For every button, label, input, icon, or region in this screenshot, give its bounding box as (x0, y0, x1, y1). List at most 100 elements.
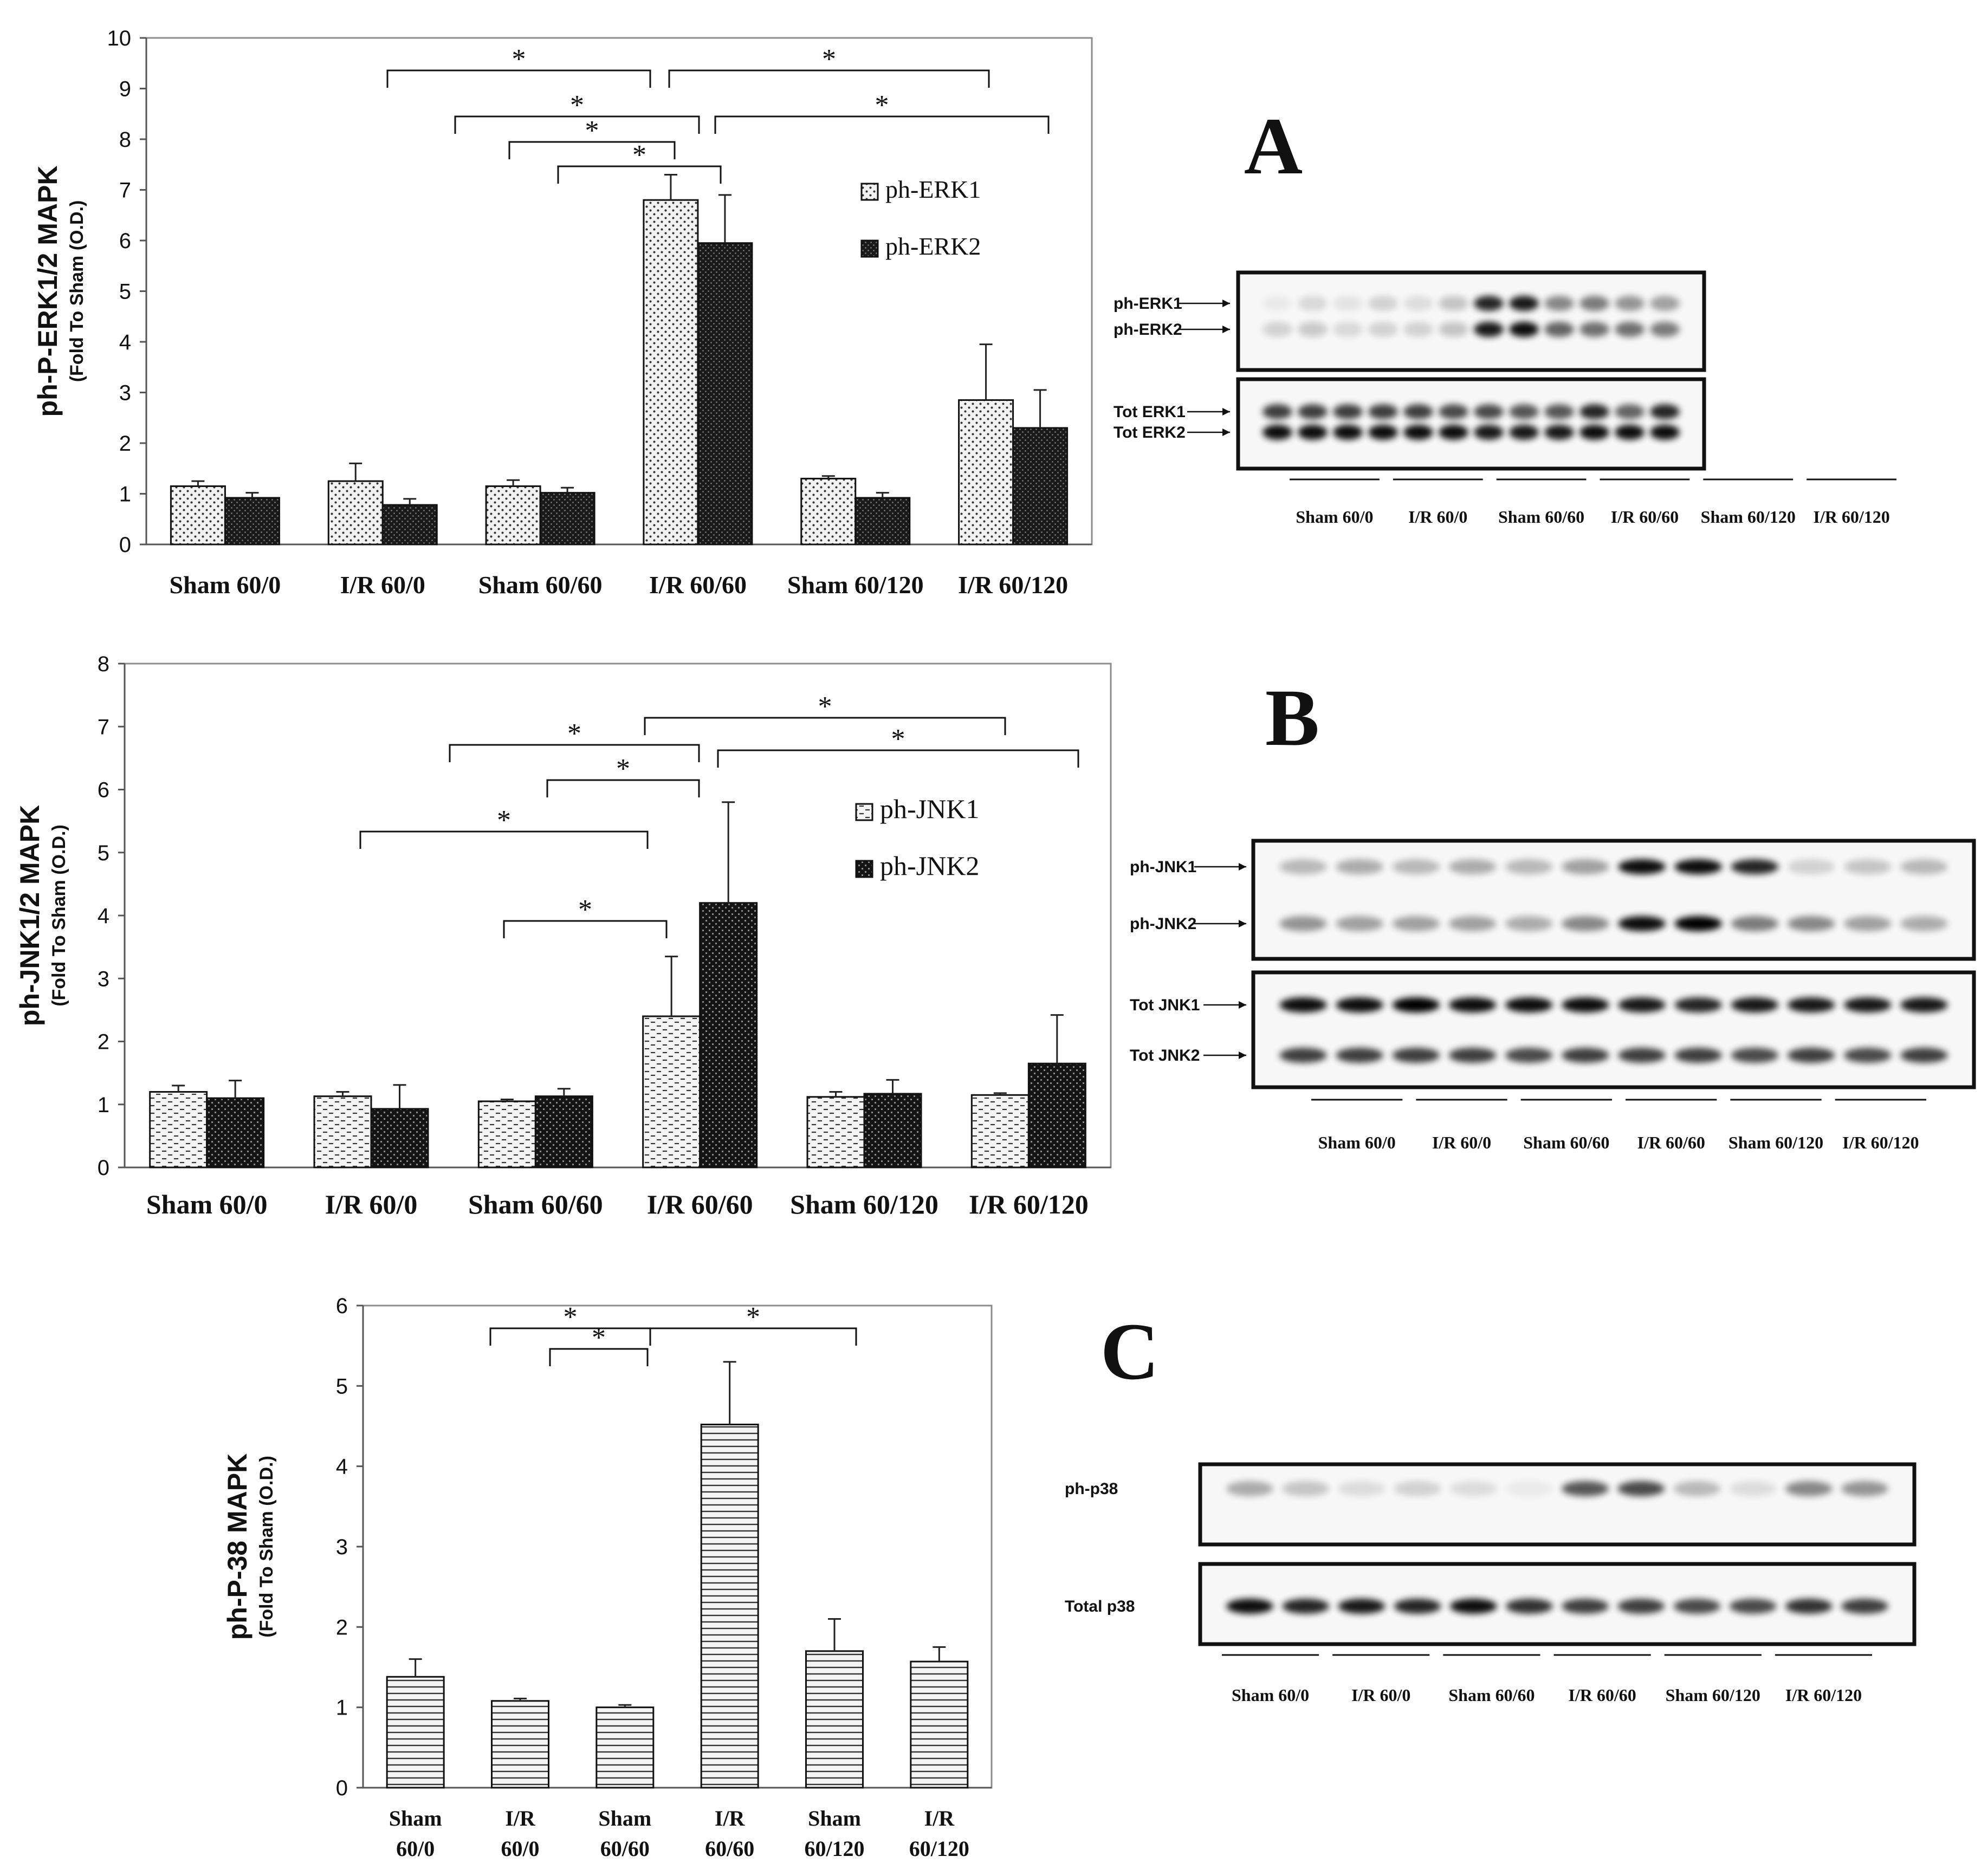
significance-bracket (649, 1327, 857, 1346)
blot-band-tot-erk1 (1544, 404, 1574, 419)
bar-ph-p-38-sham-60-60 (595, 1706, 655, 1789)
blot-band-ph-jnk1 (1562, 859, 1609, 874)
blot-band-tot-erk2 (1615, 425, 1645, 440)
blot-band-ph-p38 (1673, 1481, 1721, 1496)
blot-membrane (1236, 377, 1706, 471)
blot-band-total-p38 (1841, 1599, 1888, 1614)
y-tick-label: 4 (98, 904, 109, 928)
significance-star: * (632, 140, 646, 171)
blot-band-tot-erk1 (1615, 404, 1645, 419)
lane-label-sham-60-60: Sham 60/60 (1523, 1133, 1609, 1152)
lane-label-sham-60-0: Sham 60/0 (1232, 1685, 1309, 1705)
bar-ph-erk1-i-r-60-0 (327, 480, 384, 546)
y-tick-label: 6 (98, 778, 109, 802)
chart-b: 0 1 2 3 4 5 6 7 8 ph-JNK1/2 MAPK (Fold To Sham (O.… (15, 652, 1112, 1219)
x-tick-label: I/R 60/120 (969, 1189, 1089, 1219)
blot-membrane (1251, 839, 1976, 961)
y-axis-label-sub: (Fold To Sham (O.D.) (67, 200, 87, 382)
lane-label-sham-60-120: Sham 60/120 (1728, 1133, 1823, 1152)
x-tick-label-line1: Sham (808, 1806, 861, 1830)
blot-band-ph-erk1 (1615, 296, 1645, 311)
lane-label-i-r-60-120: I/R 60/120 (1785, 1685, 1862, 1705)
chart-a: 0 1 2 3 4 5 6 7 8 9 10 ph-P-ERK1/2 MAPK (Fold To Sha… (33, 27, 1093, 599)
blot-band-ph-jnk2 (1336, 916, 1383, 931)
x-tick-label-line1: Sham (598, 1806, 651, 1830)
blot-c: ph-p38 Total p38 Sham 60/0 I/R 60/0 Sham 60/… (1065, 1462, 1917, 1705)
y-axis-label-sub: (Fold To Sham (O.D.) (256, 1456, 277, 1638)
blot-band-tot-erk1 (1368, 404, 1398, 419)
blot-band-ph-jnk1 (1618, 859, 1666, 874)
y-axis-label: ph-JNK1/2 MAPK (Fold To Sham (O.D.) (15, 805, 69, 1026)
blot-label-arrowhead (1222, 408, 1230, 416)
bar-ph-jnk1-sham-60-60 (477, 1100, 536, 1169)
blot-membrane (1251, 970, 1976, 1089)
lane-label-sham-60-120: Sham 60/120 (1666, 1685, 1760, 1705)
blot-band-tot-jnk1 (1448, 997, 1497, 1012)
bar-ph-jnk2-sham-60-60 (534, 1095, 593, 1169)
y-tick-label: 7 (98, 715, 109, 739)
x-tick-label-line1: I/R (715, 1806, 746, 1830)
bar-ph-erk2-i-r-60-60 (697, 242, 753, 546)
panel-letter-a: A (1244, 101, 1303, 191)
bar-ph-jnk1-i-r-60-120 (970, 1094, 1030, 1169)
significance-star: * (578, 894, 592, 925)
blot-band-ph-p38 (1841, 1481, 1888, 1496)
x-tick-label: I/R 60/60 (647, 1189, 753, 1219)
legend-swatch-ph-jnk1 (855, 803, 873, 821)
significance-bracket (546, 779, 700, 797)
x-tick-label: Sham 60/60 (468, 1189, 603, 1219)
blot-band-ph-erk2 (1509, 322, 1539, 337)
blot-band-tot-jnk1 (1336, 997, 1383, 1012)
bar-ph-erk1-sham-60-60 (485, 485, 541, 546)
blot-band-total-p38 (1729, 1599, 1777, 1614)
bar-ph-jnk1-sham-60-0 (149, 1091, 208, 1169)
significance-bracket (454, 115, 700, 134)
significance-star: * (746, 1302, 760, 1333)
blot-band-tot-erk1 (1333, 404, 1363, 419)
bar-ph-erk1-sham-60-0 (170, 485, 226, 546)
blot-band-tot-jnk1 (1505, 997, 1553, 1012)
x-tick-label: Sham 60/60 (478, 571, 603, 599)
y-tick-label: 3 (336, 1535, 348, 1559)
x-tick-label-line1: Sham (389, 1806, 442, 1830)
x-tick-label-line2: 60/0 (396, 1836, 435, 1861)
blot-band-total-p38 (1449, 1599, 1497, 1614)
bar-ph-jnk2-i-r-60-120 (1027, 1062, 1086, 1169)
blot-band-ph-erk2 (1615, 322, 1645, 337)
blot-band-tot-erk1 (1650, 404, 1680, 419)
lane-label-i-r-60-120: I/R 60/120 (1813, 507, 1889, 527)
significance-star: * (564, 1302, 578, 1333)
blot-band-ph-erk2 (1650, 322, 1680, 337)
x-tick-label: I/R 60/60 (649, 571, 747, 599)
blot-band-ph-erk2 (1333, 322, 1363, 337)
blot-band-tot-jnk2 (1674, 1048, 1722, 1063)
blot-band-tot-jnk1 (1618, 997, 1666, 1012)
blot-band-ph-p38 (1729, 1481, 1777, 1496)
y-tick-label: 3 (119, 381, 131, 405)
blot-band-ph-jnk1 (1787, 859, 1835, 874)
blot-band-ph-jnk2 (1279, 916, 1327, 931)
significance-bracket (386, 69, 651, 88)
bar-ph-erk1-i-r-60-120 (958, 399, 1014, 546)
significance-bracket (668, 69, 990, 88)
significance-star: * (891, 724, 905, 755)
blot-band-ph-erk2 (1579, 322, 1609, 337)
lane-label-sham-60-0: Sham 60/0 (1318, 1133, 1396, 1152)
blot-band-ph-p38 (1394, 1481, 1441, 1496)
y-tick-label: 5 (119, 280, 131, 304)
blot-band-ph-jnk2 (1618, 916, 1666, 931)
blot-band-label-ph-jnk2: ph-JNK2 (1130, 915, 1196, 933)
blot-band-tot-jnk1 (1731, 997, 1779, 1012)
blot-band-ph-jnk2 (1562, 916, 1609, 931)
blot-band-ph-erk1 (1263, 296, 1292, 311)
legend-label-ph-erk1: ph-ERK1 (885, 176, 981, 203)
blot-band-ph-jnk1 (1731, 859, 1779, 874)
lane-label-i-r-60-0: I/R 60/0 (1408, 507, 1467, 527)
bar-ph-p-38-i-r-60-120 (910, 1660, 969, 1789)
blot-band-tot-erk1 (1298, 404, 1328, 419)
y-axis-label-main: ph-P-ERK1/2 MAPK (33, 166, 63, 417)
blot-band-ph-erk1 (1579, 296, 1609, 311)
legend-swatch-ph-erk1 (860, 183, 879, 201)
x-tick-label-line1: I/R (924, 1806, 955, 1830)
